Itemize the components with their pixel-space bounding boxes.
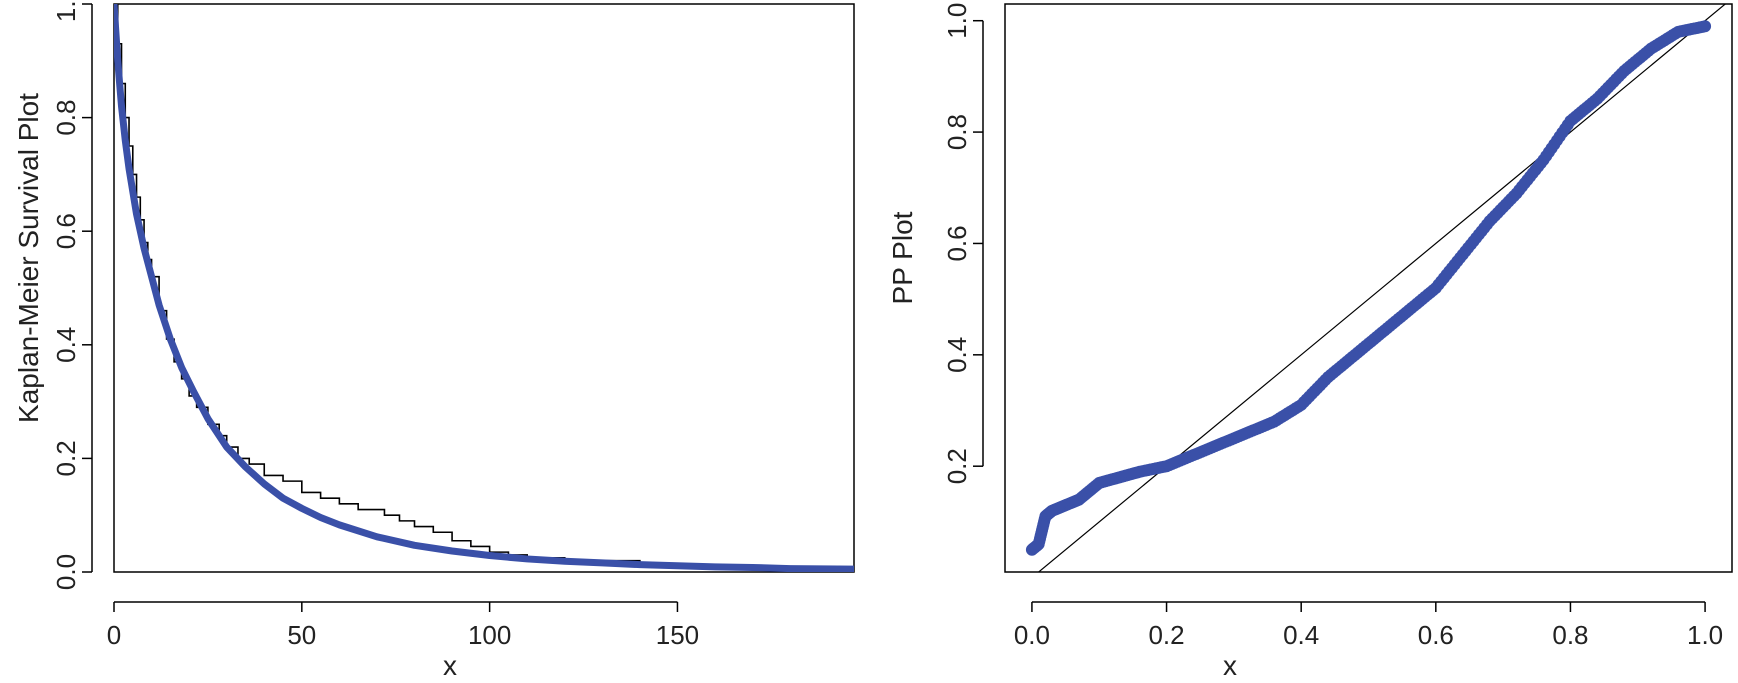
pp-plot-panel: PP Plot x 0.0 0.2 0.4 0.6 0.8 1.0 0.2 0.4 0.6 0.8…: [887, 3, 1733, 681]
pp-x-tick-label: 0.6: [1418, 620, 1454, 650]
km-plot-marks: 0 50 100 150 0.0 0.2 0.4 0.6 0.8 1.0: [51, 0, 855, 650]
km-y-tick-label: 0.8: [51, 100, 81, 136]
pp-x-tick-label: 0.0: [1014, 620, 1050, 650]
pp-plot-frame: [1004, 3, 1733, 573]
km-empirical-step-line: [114, 4, 854, 570]
pp-x-tick-label: 0.4: [1283, 620, 1319, 650]
km-fitted-survival-curve: [114, 4, 854, 572]
km-y-tick-label: 1.0: [51, 0, 81, 22]
km-survival-panel: Kaplan-Meier Survival Plot x 0 50 100 150 0.…: [13, 0, 855, 681]
pp-x-tick-label: 0.8: [1552, 620, 1588, 650]
km-y-tick-label: 0.4: [51, 327, 81, 363]
pp-point: [1699, 20, 1712, 33]
pp-y-tick-label: 0.8: [942, 114, 972, 150]
pp-y-tick-label: 0.6: [942, 225, 972, 261]
pp-y-tick-label: 0.2: [942, 448, 972, 484]
km-x-tick-label: 150: [656, 620, 699, 650]
pp-y-axis-title: PP Plot: [887, 211, 918, 304]
km-plot-frame: [113, 3, 855, 573]
pp-x-tick-label: 0.2: [1148, 620, 1184, 650]
km-y-tick-label: 0.6: [51, 213, 81, 249]
pp-x-tick-label: 1.0: [1687, 620, 1723, 650]
pp-plot-marks: 0.0 0.2 0.4 0.6 0.8 1.0 0.2 0.4 0.6 0.8 1.0: [942, 3, 1733, 650]
km-y-tick-label: 0.2: [51, 440, 81, 476]
km-x-tick-label: 50: [287, 620, 316, 650]
km-x-tick-label: 100: [468, 620, 511, 650]
pp-y-tick-label: 0.4: [942, 337, 972, 373]
pp-y-tick-label: 1.0: [942, 3, 972, 39]
km-y-tick-label: 0.0: [51, 554, 81, 590]
km-x-tick-label: 0: [107, 620, 121, 650]
km-x-axis-title: x: [443, 650, 457, 681]
km-y-axis-title: Kaplan-Meier Survival Plot: [13, 93, 44, 423]
pp-reference-line: [1037, 4, 1727, 572]
pp-x-axis-title: x: [1223, 650, 1237, 681]
